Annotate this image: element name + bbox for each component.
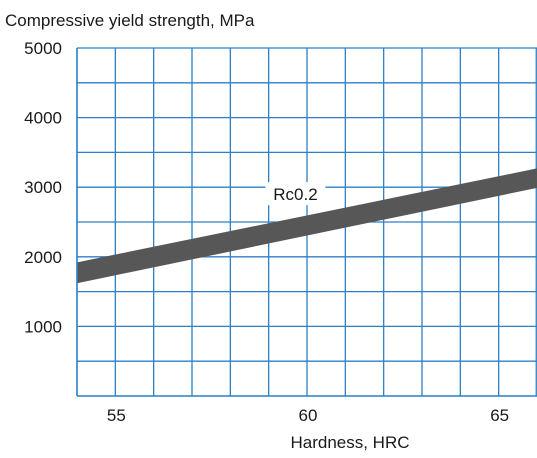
tick-labels: 1000 2000 3000 4000 5000 55 60 65 — [24, 39, 509, 425]
labels: Rc0.2 — [265, 182, 326, 206]
axes — [76, 48, 537, 397]
y-tick-label: 5000 — [24, 39, 62, 58]
annotation-label-background — [265, 182, 326, 206]
y-tick-label: 1000 — [24, 317, 62, 336]
x-tick-label: 60 — [299, 406, 318, 425]
y-tick-label: 2000 — [24, 248, 62, 267]
y-tick-label: 3000 — [24, 178, 62, 197]
band-layer — [77, 168, 537, 284]
x-tick-label: 55 — [107, 406, 126, 425]
x-axis-label: Hardness, HRC — [290, 433, 409, 452]
series-band-0 — [77, 168, 537, 284]
x-tick-label: 65 — [490, 406, 509, 425]
chart-title: Compressive yield strength, MPa — [5, 11, 255, 30]
y-tick-label: 4000 — [24, 109, 62, 128]
series-label: Rc0.2 — [273, 185, 317, 204]
